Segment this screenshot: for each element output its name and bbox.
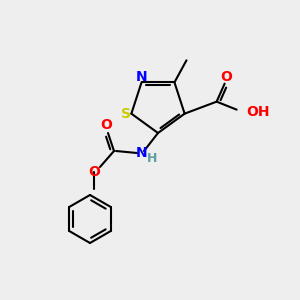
Text: OH: OH: [247, 105, 270, 119]
Text: H: H: [147, 152, 157, 166]
Text: S: S: [122, 107, 131, 121]
Text: N: N: [136, 146, 148, 160]
Text: O: O: [88, 165, 100, 179]
Text: N: N: [136, 70, 147, 84]
Text: O: O: [100, 118, 112, 132]
Text: O: O: [221, 70, 232, 84]
